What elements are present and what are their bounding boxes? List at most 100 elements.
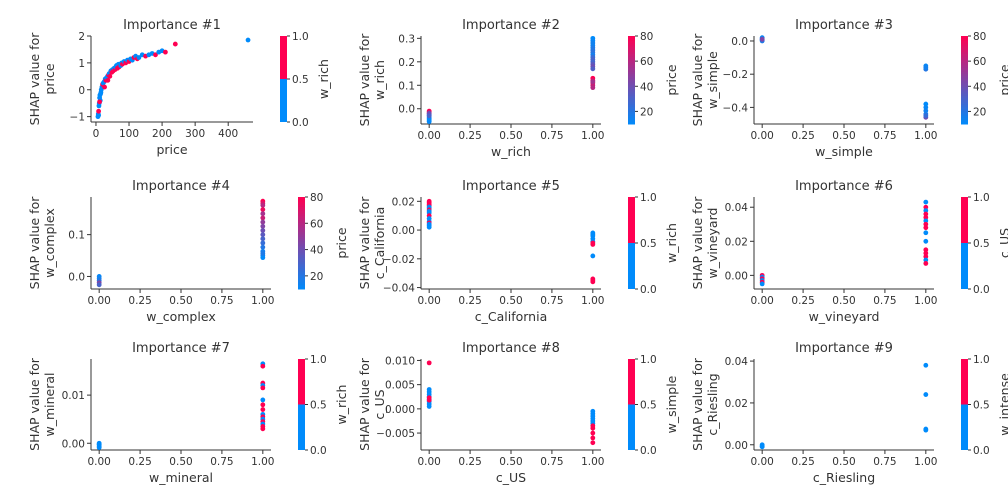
colorbar-segment	[298, 220, 305, 223]
colorbar-segment	[961, 108, 968, 112]
colorbar-tick-label: 1.0	[292, 31, 309, 43]
scatter-point	[590, 242, 596, 247]
colorbar-segment	[961, 106, 968, 110]
scatter-point	[260, 211, 266, 217]
x-tick-label: 0.50	[169, 295, 192, 307]
y-tick-label: 0.00	[62, 438, 85, 450]
scatter-point	[107, 73, 113, 79]
colorbar-tick-label: 1.0	[973, 192, 990, 204]
chart-panel-5: Importance #5 0.00 0.25 0.50 0.75 1.00 0.02 0.0…	[357, 179, 679, 324]
y-tick-label: 0.1	[398, 80, 415, 92]
x-tick-label: 400	[218, 128, 238, 140]
colorbar-segment	[298, 272, 305, 276]
x-tick-label: 0.00	[750, 130, 773, 142]
y-tick-label: 0.000	[385, 404, 415, 416]
scatter-point	[923, 261, 929, 266]
x-tick-label: 0.25	[791, 456, 814, 468]
scatter-point	[96, 445, 102, 450]
colorbar-tick-label: 0.5	[310, 400, 327, 412]
colorbar-segment	[298, 236, 305, 239]
colorbar-segment	[961, 93, 968, 96]
y-tick-label: 0.04	[725, 202, 749, 214]
y-axis-label: SHAP value forw_simple	[690, 33, 720, 127]
chart-panel-8: Importance #8 0.00 0.25 0.50 0.75 1.00 0.010 0.…	[357, 341, 679, 485]
colorbar-segment	[628, 117, 635, 121]
chart-title: Importance #5	[462, 179, 560, 194]
colorbar-segment	[961, 110, 968, 114]
colorbar-label: w_rich	[316, 59, 331, 99]
colorbar-segment	[961, 38, 968, 41]
colorbar-tick-label: 60	[640, 56, 653, 68]
y-tick-label: 0.2	[398, 57, 415, 69]
colorbar-tick-label: 0.0	[310, 445, 327, 457]
colorbar-tick-label: 0.5	[973, 400, 990, 412]
scatter-point	[923, 108, 929, 114]
colorbar-segment	[961, 73, 968, 77]
y-tick-label: 0.00	[392, 225, 415, 237]
scatter-point	[923, 204, 929, 210]
colorbar-segment	[628, 104, 635, 107]
colorbar-segment	[628, 115, 635, 118]
x-tick-label: 0.25	[458, 295, 481, 307]
y-tick-label: 0.1	[68, 230, 85, 242]
x-tick-label: 0.00	[750, 456, 773, 468]
y-tick-label: −0.04	[383, 283, 415, 295]
chart-title: Importance #3	[795, 18, 893, 33]
chart-panel-7: Importance #7 0.00 0.25 0.50 0.75 1.00 0.00 0.0…	[27, 341, 349, 485]
colorbar-tick-label: 80	[640, 31, 653, 43]
colorbar-low	[280, 79, 287, 122]
chart-title: Importance #4	[132, 179, 230, 194]
colorbar-tick-label: 0.0	[640, 284, 657, 296]
colorbar-segment	[298, 266, 305, 269]
colorbar-tick-label: 40	[640, 81, 653, 93]
scatter-point	[260, 236, 266, 242]
x-axis-label: w_complex	[146, 309, 215, 324]
colorbar-segment	[628, 55, 635, 59]
colorbar-segment	[961, 86, 968, 90]
colorbar-segment	[298, 254, 305, 258]
colorbar-tick-label: 1.0	[310, 354, 327, 366]
colorbar-tick-label: 80	[310, 192, 323, 204]
x-tick-label: 1.00	[914, 456, 937, 468]
y-axis-label: SHAP value forc_Riesling	[690, 357, 720, 451]
scatter-point	[923, 221, 929, 227]
colorbar-segment	[628, 73, 635, 77]
x-tick-label: 300	[185, 128, 205, 140]
x-tick-label: 1.00	[581, 130, 604, 142]
x-axis-label: w_vineyard	[809, 309, 880, 324]
colorbar-segment	[298, 261, 305, 265]
colorbar-segment	[628, 110, 635, 114]
x-tick-label: 0.50	[832, 130, 855, 142]
x-tick-label: 0.25	[458, 456, 481, 468]
colorbar-low	[298, 404, 305, 450]
scatter-point	[923, 238, 929, 244]
colorbar-segment	[961, 47, 968, 50]
colorbar-segment	[628, 62, 635, 66]
x-tick-label: 1.00	[914, 295, 937, 307]
scatter-point	[590, 66, 596, 72]
colorbar-segment	[628, 88, 635, 92]
colorbar-segment	[628, 80, 635, 83]
colorbar-segment	[961, 44, 968, 48]
colorbar-high	[628, 197, 635, 243]
scatter-point	[923, 218, 929, 224]
colorbar-low	[628, 404, 635, 450]
x-tick-label: 0.25	[128, 295, 151, 307]
colorbar-segment	[961, 42, 968, 46]
chart-panel-6: Importance #6 0.00 0.25 0.50 0.75 1.00 0.00 0.0…	[690, 179, 1008, 324]
y-tick-label: 0.00	[725, 270, 748, 282]
x-tick-label: 0.50	[169, 456, 192, 468]
scatter-point	[260, 397, 266, 403]
scatter-point	[923, 65, 929, 70]
scatter-point	[260, 402, 266, 408]
x-tick-label: 0.00	[417, 130, 440, 142]
scatter-point	[923, 199, 929, 205]
y-tick-label: 0	[78, 85, 85, 97]
colorbar-segment	[298, 245, 305, 249]
x-tick-label: 0.50	[499, 130, 522, 142]
colorbar-high	[628, 359, 635, 405]
y-tick-label: −0.005	[376, 428, 415, 440]
x-axis-label: w_mineral	[149, 470, 213, 485]
scatter-point	[260, 240, 266, 246]
